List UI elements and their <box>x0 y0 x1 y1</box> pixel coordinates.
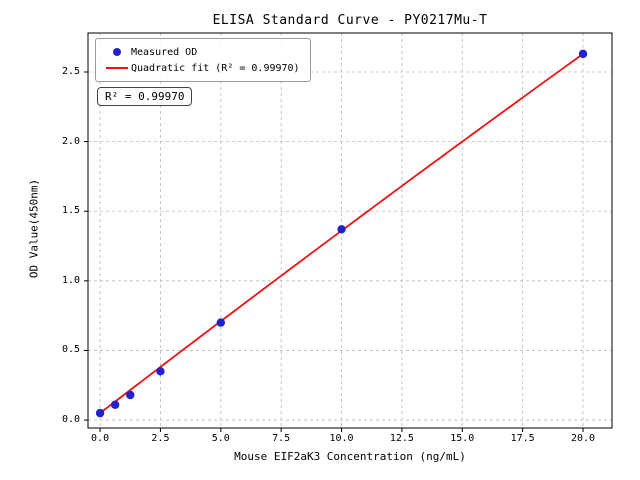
x-tick-label: 17.5 <box>510 433 535 444</box>
x-tick-label: 20.0 <box>570 433 596 444</box>
measured-od-point <box>156 367 165 376</box>
x-tick-label: 7.5 <box>272 433 291 444</box>
y-tick-label: 0.0 <box>61 414 80 426</box>
chart-title: ELISA Standard Curve - PY0217Mu-T <box>212 13 488 28</box>
y-axis-label: OD Value(450nm) <box>27 178 41 279</box>
x-tick-label: 15.0 <box>450 433 475 444</box>
measured-od-point <box>95 408 105 418</box>
measured-od-point <box>337 225 346 234</box>
measured-od-point <box>216 318 226 327</box>
measured-od-point <box>126 390 135 400</box>
x-axis-label: Mouse EIF2aK3 Concentration (ng/mL) <box>234 450 466 463</box>
measured-od-point <box>578 49 588 59</box>
x-tick-label: 12.5 <box>389 433 414 444</box>
r-squared-annotation: R² = 0.99970 <box>97 87 193 106</box>
y-tick-label: 2.5 <box>61 65 80 77</box>
plot-border <box>87 32 613 429</box>
legend-label-quadratic-fit: Quadratic fit (R² = 0.99970) <box>131 62 300 74</box>
legend-entry-measured-od: Measured OD <box>103 44 300 60</box>
legend-entry-quadratic-fit: Quadratic fit (R² = 0.99970) <box>103 60 300 76</box>
measured-od-point <box>110 400 120 409</box>
x-tick-label: 0.0 <box>91 433 110 444</box>
y-tick-label: 1.0 <box>61 274 80 286</box>
scatter-marker-icon <box>113 48 121 56</box>
legend-marker-cell <box>103 48 131 56</box>
y-tick-label: 0.5 <box>61 344 80 356</box>
x-tick-label: 10.0 <box>329 433 354 444</box>
y-tick-label: 1.5 <box>61 205 80 217</box>
legend-label-measured-od: Measured OD <box>131 46 198 58</box>
fit-line-marker-icon <box>106 67 128 69</box>
x-tick-label: 5.0 <box>211 433 230 444</box>
x-tick-label: 2.5 <box>151 433 170 444</box>
legend: Measured OD Quadratic fit (R² = 0.99970) <box>95 38 311 82</box>
y-tick-label: 2.0 <box>61 135 80 147</box>
legend-marker-cell <box>103 67 131 69</box>
